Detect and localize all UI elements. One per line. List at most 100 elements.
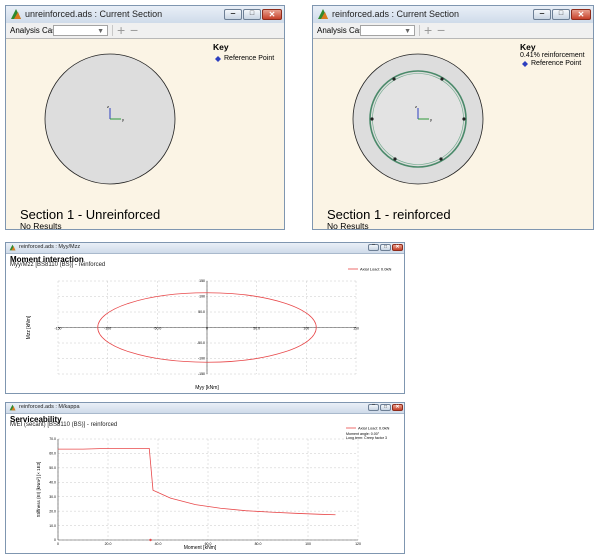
- rebar: [439, 157, 443, 161]
- window-serviceability: reinforced.ads : M/kappa – □ ✕ Serviceab…: [5, 402, 405, 554]
- chart-subtitle: M/EI (secant) [BS8110 (BS)] - reinforced: [10, 422, 118, 428]
- remove-case-button[interactable]: −: [130, 22, 139, 38]
- maximize-icon: □: [249, 10, 255, 17]
- y-tick-label: 0: [54, 538, 56, 542]
- section-status: No Results: [20, 221, 62, 231]
- y-tick-label: -100: [198, 357, 205, 361]
- x-tick-label: -150: [54, 327, 61, 331]
- toolbar: Analysis Case ▼ + −: [313, 23, 593, 39]
- title-bar[interactable]: reinforced.ads : Myy/Mzz – □ ✕: [6, 242, 404, 254]
- y-tick-label: -150: [198, 372, 205, 376]
- analysis-case-select[interactable]: ▼: [53, 25, 108, 36]
- legend-note: Moment angle: 0.00°: [346, 432, 380, 436]
- section-title: Section 1 - Unreinforced: [20, 207, 161, 222]
- rebar: [393, 157, 397, 161]
- y-tick-label: 60.0: [49, 452, 56, 456]
- y-tick-label: 70.0: [49, 437, 56, 441]
- x-tick-label: 0: [206, 327, 208, 331]
- chevron-down-icon: ▼: [404, 28, 411, 35]
- maximize-button[interactable]: □: [243, 9, 261, 20]
- chart-canvas[interactable]: Moment interaction Myy/Mzz [BS8110 (BS)]…: [6, 254, 404, 393]
- key-reference-point: Reference Point: [531, 60, 582, 67]
- minimize-button[interactable]: –: [224, 8, 242, 20]
- window-title: reinforced.ads : Current Section: [332, 9, 460, 19]
- y-axis-label: Mzz [kNm]: [26, 315, 32, 339]
- x-tick-label: 50.0: [253, 327, 260, 331]
- toolbar: Analysis Case ▼ + −: [6, 23, 284, 39]
- y-tick-label: 10.0: [49, 524, 56, 528]
- rebar: [462, 117, 466, 121]
- close-button[interactable]: ✕: [262, 9, 282, 20]
- toolbar-separator: [419, 25, 420, 36]
- maximize-icon: □: [383, 404, 388, 410]
- window-reinforced-section: reinforced.ads : Current Section – □ ✕ A…: [312, 5, 594, 231]
- y-tick-label: 50.0: [198, 310, 205, 314]
- title-bar[interactable]: unreinforced.ads : Current Section – □ ✕: [6, 6, 284, 24]
- key-reference-point: Reference Point: [224, 55, 275, 62]
- key-reinforcement: 0.41% reinforcement: [520, 52, 585, 59]
- maximize-button[interactable]: □: [380, 404, 391, 411]
- app-icon: [11, 9, 21, 19]
- title-bar[interactable]: reinforced.ads : M/kappa – □ ✕: [6, 402, 404, 414]
- serviceability-chart: 0 20.0 40.0 60.0 80.0 100 120 70.0 60.0 50.0 40.0 3…: [36, 426, 389, 552]
- window-title: reinforced.ads : M/kappa: [19, 404, 80, 410]
- add-case-button[interactable]: +: [424, 22, 433, 38]
- y-axis-label: y: [430, 117, 432, 122]
- close-button[interactable]: ✕: [392, 244, 403, 251]
- y-tick-label: 40.0: [49, 480, 56, 484]
- section-canvas[interactable]: Key 0.41% reinforcement Reference Point …: [313, 39, 593, 231]
- section-status: No Results: [327, 221, 369, 231]
- minimize-button[interactable]: –: [533, 8, 551, 20]
- z-axis-label: z: [107, 104, 109, 109]
- minimize-icon: –: [539, 8, 545, 18]
- close-icon: ✕: [395, 404, 400, 410]
- x-tick-label: 120: [355, 542, 361, 546]
- y-axis-label: Stiffness (EI) [kNm²] [× 1E3]: [36, 462, 41, 518]
- chart-canvas[interactable]: Serviceability M/EI (secant) [BS8110 (BS…: [6, 414, 404, 553]
- close-button[interactable]: ✕: [571, 9, 591, 20]
- maximize-icon: □: [558, 10, 564, 17]
- y-tick-label: 30.0: [49, 495, 56, 499]
- section-drawing: z y: [352, 53, 484, 185]
- close-button[interactable]: ✕: [392, 404, 403, 411]
- analysis-case-label: Analysis Case: [10, 26, 61, 35]
- y-tick-label: 150: [199, 279, 205, 283]
- minimize-button[interactable]: –: [368, 242, 379, 251]
- add-case-button[interactable]: +: [117, 22, 126, 38]
- legend-label: Axial Load: 0.0kN: [360, 267, 391, 272]
- key-title: Key: [520, 42, 536, 52]
- analysis-case-label: Analysis Case: [317, 26, 368, 35]
- maximize-button[interactable]: □: [380, 244, 391, 251]
- x-axis-label: Myy [kNm]: [195, 385, 219, 391]
- series-line: [58, 447, 336, 516]
- x-tick-label: -100: [104, 327, 111, 331]
- minimize-icon: –: [371, 242, 376, 248]
- remove-case-button[interactable]: −: [437, 22, 446, 38]
- chart-title: Serviceability: [10, 415, 62, 424]
- minimize-button[interactable]: –: [368, 402, 379, 411]
- x-tick-label: 60.0: [205, 542, 212, 546]
- maximize-icon: □: [383, 244, 388, 250]
- rebar: [392, 77, 396, 81]
- toolbar-separator: [112, 25, 113, 36]
- window-title: reinforced.ads : Myy/Mzz: [19, 244, 81, 250]
- section-canvas[interactable]: Key Reference Point z y Section 1 - Unre…: [6, 39, 284, 231]
- app-icon: [9, 244, 16, 251]
- chart-subtitle: Myy/Mzz [BS8110 (BS)] - reinforced: [10, 262, 106, 268]
- analysis-case-select[interactable]: ▼: [360, 25, 415, 36]
- reference-point-key-icon: [522, 61, 528, 67]
- maximize-button[interactable]: □: [552, 9, 570, 20]
- app-icon: [318, 9, 328, 19]
- x-tick-label: 40.0: [155, 542, 162, 546]
- x-axis-label: Moment [kNm]: [184, 545, 217, 551]
- y-axis-label: y: [122, 117, 124, 122]
- x-tick-label: 100: [305, 542, 311, 546]
- y-tick-label: 50.0: [49, 466, 56, 470]
- x-tick-label: 20.0: [105, 542, 112, 546]
- title-bar[interactable]: reinforced.ads : Current Section – □ ✕: [313, 6, 593, 24]
- chevron-down-icon: ▼: [97, 28, 104, 35]
- moment-interaction-chart: -150 -100 -50.0 0 50.0 100 150 150 100 50.0 -50.0 -…: [26, 267, 391, 392]
- y-tick-label: 100: [199, 295, 205, 299]
- close-icon: ✕: [268, 10, 276, 19]
- legend-label: Axial Load: 0.0kN: [358, 426, 389, 431]
